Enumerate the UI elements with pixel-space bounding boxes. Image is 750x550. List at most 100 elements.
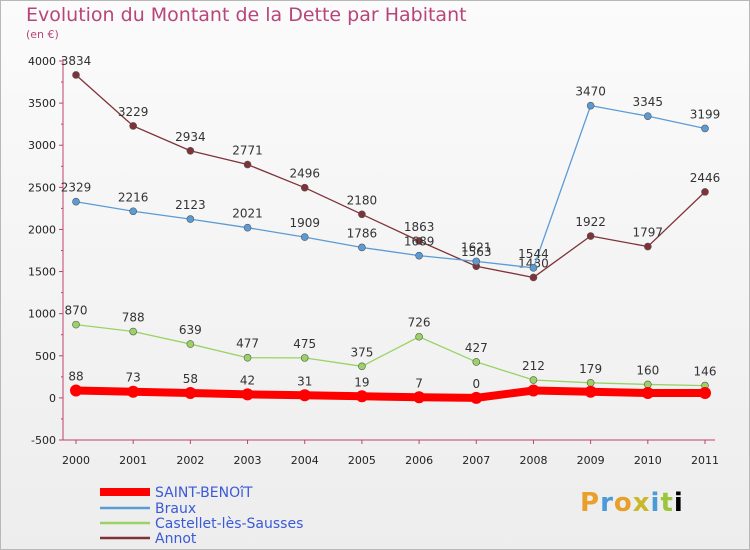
- data-point: [300, 183, 309, 192]
- x-tick-label: 2007: [462, 454, 490, 467]
- data-label: 160: [636, 363, 659, 377]
- data-label: 788: [122, 311, 145, 325]
- data-label: 31: [297, 374, 312, 388]
- data-point: [129, 207, 137, 216]
- data-point: [186, 146, 195, 155]
- data-point: [243, 223, 252, 232]
- x-tick-label: 2006: [405, 454, 433, 467]
- data-label: 3345: [633, 95, 664, 109]
- data-label: 2446: [690, 171, 721, 185]
- data-point: [527, 384, 540, 397]
- data-label: 870: [65, 304, 88, 318]
- data-label: 1786: [347, 226, 378, 240]
- data-point: [586, 101, 595, 110]
- data-point: [415, 251, 423, 260]
- data-point: [529, 376, 538, 384]
- series-line-1: [75, 104, 706, 269]
- data-label: 179: [579, 362, 602, 376]
- data-point: [644, 242, 652, 251]
- data-point: [241, 388, 254, 401]
- data-label: 1909: [289, 216, 320, 230]
- data-label: 1797: [633, 226, 664, 240]
- data-point: [472, 358, 481, 366]
- x-tick-label: 2005: [348, 454, 376, 467]
- legend-label-1: Braux: [155, 501, 196, 517]
- data-label: 88: [68, 369, 83, 383]
- data-label: 3199: [690, 107, 721, 121]
- data-point: [243, 353, 252, 362]
- data-label: 2180: [347, 193, 378, 207]
- data-label: 2123: [175, 198, 206, 212]
- data-label: 475: [293, 337, 316, 351]
- data-point: [186, 215, 195, 223]
- data-point: [644, 112, 652, 120]
- data-point: [72, 71, 80, 79]
- data-point: [127, 385, 140, 398]
- data-label: 7: [415, 376, 423, 390]
- data-label: 1689: [404, 235, 435, 249]
- data-label: 212: [522, 359, 545, 373]
- x-tick-label: 2011: [691, 454, 719, 467]
- data-label: 477: [236, 337, 259, 351]
- data-label: 2329: [61, 181, 92, 195]
- data-point: [355, 390, 368, 403]
- data-label: 2934: [175, 130, 206, 144]
- data-label: 1863: [404, 220, 435, 234]
- data-label: 146: [694, 365, 717, 379]
- data-label: 427: [465, 341, 488, 355]
- x-tick-label: 2000: [62, 454, 90, 467]
- data-point: [529, 264, 538, 272]
- data-point: [644, 380, 652, 389]
- data-point: [186, 340, 195, 348]
- series-line-0: [72, 386, 709, 402]
- data-label: 726: [408, 316, 431, 330]
- data-point: [701, 188, 709, 196]
- data-label: 1544: [518, 247, 549, 261]
- proxiti-logo: Proxiti: [580, 488, 684, 518]
- data-label: 1563: [461, 245, 492, 259]
- data-label: 42: [240, 373, 255, 387]
- data-point: [300, 354, 309, 362]
- x-tick-label: 2010: [634, 454, 662, 467]
- chart-title: Evolution du Montant de la Dette par Hab…: [26, 4, 467, 26]
- data-point: [413, 391, 426, 404]
- data-label: 0: [472, 377, 480, 391]
- data-point: [72, 197, 80, 206]
- x-tick-label: 2002: [176, 454, 204, 467]
- data-point: [72, 320, 80, 329]
- data-label: 3470: [575, 85, 606, 99]
- y-tick-label: 3500: [28, 97, 56, 110]
- data-label: 2021: [232, 207, 263, 221]
- y-tick-label: 2000: [28, 223, 56, 236]
- data-point: [699, 387, 711, 400]
- y-tick-label: 4000: [28, 55, 56, 68]
- data-label: 1621: [461, 240, 492, 254]
- y-tick-label: 3000: [28, 139, 56, 152]
- data-point: [70, 384, 82, 397]
- data-point: [470, 391, 483, 404]
- data-label: 2771: [232, 144, 263, 158]
- data-label: 3229: [118, 105, 149, 119]
- data-point: [358, 210, 366, 219]
- data-point: [298, 389, 311, 402]
- data-point: [358, 243, 366, 252]
- data-label: 375: [350, 345, 373, 359]
- y-tick-label: 500: [35, 350, 56, 363]
- data-point: [641, 387, 654, 400]
- legend-label-2: Castellet-lès-Sausses: [155, 516, 303, 532]
- data-point: [129, 327, 137, 336]
- series-line-2: [75, 323, 706, 387]
- data-point: [586, 379, 595, 387]
- data-point: [358, 362, 366, 371]
- y-tick-label: 0: [49, 392, 56, 405]
- y-tick-label: 2500: [28, 181, 56, 194]
- data-point: [529, 273, 538, 282]
- data-label: 58: [183, 372, 198, 386]
- x-tick-label: 2003: [234, 454, 262, 467]
- y-tick-label: 1000: [28, 308, 56, 321]
- data-point: [472, 257, 481, 266]
- data-point: [129, 122, 137, 130]
- legend-label-0: SAINT-BENOîT: [155, 485, 253, 501]
- data-label: 2496: [289, 167, 320, 181]
